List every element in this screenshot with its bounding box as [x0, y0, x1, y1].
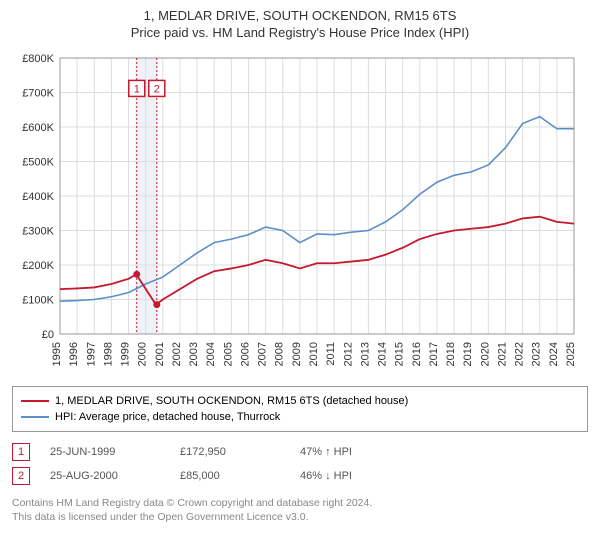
chart-title-sub: Price paid vs. HM Land Registry's House … [12, 25, 588, 40]
svg-text:2010: 2010 [308, 342, 320, 366]
legend-label: 1, MEDLAR DRIVE, SOUTH OCKENDON, RM15 6T… [55, 395, 408, 407]
svg-text:2011: 2011 [325, 342, 337, 366]
chart-area: £0 £100K £200K £300K £400K £500K £600K £700K £80… [12, 50, 588, 380]
svg-text:£800K: £800K [22, 53, 54, 65]
svg-text:2001: 2001 [154, 342, 166, 366]
sale-price: £172,950 [180, 446, 280, 458]
svg-text:2003: 2003 [188, 342, 200, 366]
svg-text:£400K: £400K [22, 191, 54, 203]
svg-text:1997: 1997 [85, 342, 97, 366]
svg-text:2020: 2020 [479, 342, 491, 366]
svg-text:2023: 2023 [531, 342, 543, 366]
svg-text:1: 1 [134, 83, 140, 95]
svg-text:2012: 2012 [342, 342, 354, 366]
sale-row: 2 25-AUG-2000 £85,000 46% ↓ HPI [12, 464, 588, 488]
svg-text:£300K: £300K [22, 226, 54, 238]
sale-date: 25-AUG-2000 [50, 470, 160, 482]
svg-text:2014: 2014 [377, 342, 389, 366]
svg-text:1995: 1995 [51, 342, 63, 366]
footer-note: Contains HM Land Registry data © Crown c… [12, 496, 588, 524]
svg-text:2017: 2017 [428, 342, 440, 366]
sale-badge: 2 [12, 467, 30, 485]
sales-table: 1 25-JUN-1999 £172,950 47% ↑ HPI 2 25-AUG-200… [12, 440, 588, 488]
sale-delta: 47% ↑ HPI [300, 446, 352, 458]
svg-text:1999: 1999 [120, 342, 132, 366]
svg-text:2019: 2019 [462, 342, 474, 366]
svg-text:1998: 1998 [102, 342, 114, 366]
svg-text:£700K: £700K [22, 88, 54, 100]
svg-text:1996: 1996 [68, 342, 80, 366]
chart-title-block: 1, MEDLAR DRIVE, SOUTH OCKENDON, RM15 6T… [12, 8, 588, 40]
svg-text:£0: £0 [42, 329, 54, 341]
sale-row: 1 25-JUN-1999 £172,950 47% ↑ HPI [12, 440, 588, 464]
svg-text:2015: 2015 [394, 342, 406, 366]
legend-row: 1, MEDLAR DRIVE, SOUTH OCKENDON, RM15 6T… [21, 393, 579, 409]
svg-text:2007: 2007 [257, 342, 269, 366]
svg-text:£600K: £600K [22, 122, 54, 134]
svg-text:2009: 2009 [291, 342, 303, 366]
svg-text:2006: 2006 [239, 342, 251, 366]
line-chart: £0 £100K £200K £300K £400K £500K £600K £700K £80… [12, 50, 582, 380]
legend-swatch [21, 416, 49, 418]
legend-label: HPI: Average price, detached house, Thur… [55, 411, 280, 423]
legend-box: 1, MEDLAR DRIVE, SOUTH OCKENDON, RM15 6T… [12, 386, 588, 432]
svg-text:2005: 2005 [222, 342, 234, 366]
svg-text:2021: 2021 [496, 342, 508, 366]
footer-line-2: This data is licensed under the Open Gov… [12, 510, 588, 524]
legend-row: HPI: Average price, detached house, Thur… [21, 409, 579, 425]
svg-text:2025: 2025 [565, 342, 577, 366]
legend-swatch [21, 400, 49, 402]
svg-text:2004: 2004 [205, 342, 217, 366]
sale-badge: 1 [12, 443, 30, 461]
sale-date: 25-JUN-1999 [50, 446, 160, 458]
svg-text:2: 2 [154, 83, 160, 95]
sale-price: £85,000 [180, 470, 280, 482]
svg-text:2013: 2013 [359, 342, 371, 366]
footer-line-1: Contains HM Land Registry data © Crown c… [12, 496, 588, 510]
svg-text:£200K: £200K [22, 260, 54, 272]
svg-text:2022: 2022 [514, 342, 526, 366]
chart-title-main: 1, MEDLAR DRIVE, SOUTH OCKENDON, RM15 6T… [12, 8, 588, 23]
svg-text:£500K: £500K [22, 157, 54, 169]
sale-delta: 46% ↓ HPI [300, 470, 352, 482]
svg-text:2002: 2002 [171, 342, 183, 366]
svg-text:2024: 2024 [548, 342, 560, 366]
svg-text:£100K: £100K [22, 295, 54, 307]
svg-text:2000: 2000 [137, 342, 149, 366]
svg-text:2016: 2016 [411, 342, 423, 366]
svg-text:2018: 2018 [445, 342, 457, 366]
svg-text:2008: 2008 [274, 342, 286, 366]
